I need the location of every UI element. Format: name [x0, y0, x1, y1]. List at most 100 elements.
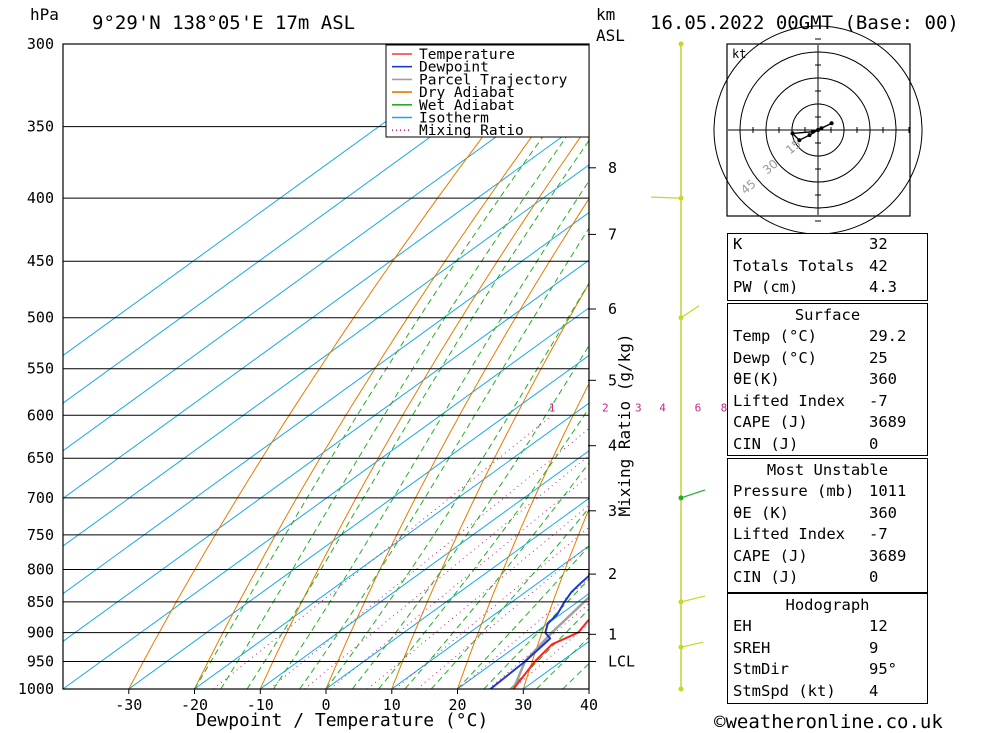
asl-label: ASL [596, 26, 625, 45]
temperature-tick-label: 10 [383, 696, 401, 714]
index-label: Temp (°C) [733, 327, 817, 345]
index-label: Dewp (°C) [733, 348, 817, 367]
hodograph-point [807, 133, 812, 138]
most-unstable-box: Most Unstable Pressure (mb) 1011 θE (K) 360… [727, 458, 928, 593]
wind-barb [680, 595, 706, 603]
wet-adiabat-line [509, 608, 589, 689]
index-row: K 32 [728, 234, 927, 256]
index-row: EH 12 [728, 616, 927, 638]
isotherm-line [193, 402, 589, 689]
index-value: 360 [869, 370, 897, 388]
index-row: Pressure (mb) 1011 [728, 481, 927, 503]
index-row: θE (K) 360 [728, 503, 927, 525]
pressure-tick-label: 600 [27, 406, 54, 424]
index-label: θE (K) [733, 503, 789, 522]
dry-adiabat-line [128, 44, 554, 689]
index-label: PW (cm) [733, 278, 799, 296]
index-label: CIN (J) [733, 568, 799, 586]
index-value: -7 [869, 391, 888, 410]
parcel-trajectory-profile [512, 595, 589, 689]
index-label: Totals Totals [733, 256, 855, 275]
isotherm-line [63, 68, 589, 452]
pressure-tick-label: 350 [27, 118, 54, 136]
dry-adiabat-line [522, 507, 589, 689]
credit-text: ©weatheronline.co.uk [714, 711, 943, 733]
isotherm-line [390, 545, 589, 689]
pressure-tick-label: 1000 [18, 680, 54, 698]
index-row: PW (cm) 4.3 [728, 277, 927, 299]
general-indices-box: K 32 Totals Totals 42 PW (cm) 4.3 [727, 233, 928, 301]
date-title: 16.05.2022 00GMT (Base: 00) [650, 12, 959, 34]
index-value: 12 [869, 617, 888, 635]
index-label: Pressure (mb) [733, 482, 855, 500]
isotherm-line [127, 354, 589, 689]
index-row: CAPE (J) 3689 [728, 546, 927, 568]
index-value: 9 [869, 638, 879, 657]
index-label: StmDir [733, 660, 789, 678]
temperature-tick-label: -10 [247, 696, 274, 714]
pressure-tick-label: 850 [27, 593, 54, 611]
hpa-label: hPa [30, 5, 59, 24]
legend-item-label: Wet Adiabat [419, 98, 515, 114]
wind-barb [680, 489, 706, 499]
isotherm-line [63, 116, 589, 499]
hodograph-point [816, 128, 820, 132]
isotherm-line [63, 44, 560, 404]
isotherm-line [259, 450, 589, 689]
km-tick-label: 6 [608, 300, 617, 318]
dewpoint-profile [489, 574, 589, 689]
isotherm-line [325, 497, 589, 689]
legend-item-label: Dry Adiabat [419, 85, 515, 101]
isotherm-line [63, 164, 589, 547]
hodograph-indices-box: Hodograph EH 12 SREH 9 StmDir 95° StmSpd (kt) 4 [727, 593, 928, 704]
wind-level-dot [678, 41, 684, 47]
dry-adiabat-line [984, 44, 1000, 689]
wet-adiabat-line [194, 72, 589, 689]
plot-frame [62, 43, 590, 690]
wet-adiabat-line [246, 139, 589, 689]
index-label: Lifted Index [733, 391, 845, 410]
surface-box: Surface Temp (°C) 29.2 Dewp (°C) 25 θE(K) 360… [727, 303, 928, 456]
dry-adiabat-line [918, 44, 1000, 689]
pressure-tick-label: 700 [27, 489, 54, 507]
mixing-ratio-label: 8 [721, 401, 728, 414]
hodograph-point [810, 129, 815, 134]
hodograph-title: Hodograph [785, 596, 870, 614]
mixing-ratio-label: 1 [549, 401, 556, 414]
index-row: Totals Totals 42 [728, 256, 927, 278]
index-row: θE(K) 360 [728, 369, 927, 391]
index-row: StmDir 95° [728, 659, 927, 681]
legend-item-label: Mixing Ratio [419, 123, 524, 139]
index-value: 25 [869, 348, 888, 367]
km-tick-label: 5 [608, 371, 617, 389]
index-row: Temp (°C) 29.2 [728, 326, 927, 348]
mixing-ratio-line [367, 504, 589, 689]
index-value: 3689 [869, 546, 907, 565]
index-value: 4 [869, 681, 879, 700]
km-tick-label: 7 [608, 225, 617, 243]
index-label: EH [733, 617, 752, 635]
index-row: StmSpd (kt) 4 [728, 681, 927, 703]
index-label: θE(K) [733, 370, 780, 388]
location-title: 9°29'N 138°05'E 17m ASL [92, 12, 355, 34]
isotherm-line [63, 259, 589, 642]
index-value: 95° [869, 660, 897, 678]
pressure-tick-label: 800 [27, 561, 54, 579]
pressure-tick-label: 650 [27, 449, 54, 467]
km-tick-label: 4 [608, 437, 617, 455]
index-value: 3689 [869, 413, 907, 431]
index-label: Lifted Index [733, 525, 845, 543]
temperature-tick-label: 30 [514, 696, 532, 714]
legend-item-label: Temperature [419, 47, 515, 63]
wind-barb [680, 305, 700, 319]
index-row: Lifted Index -7 [728, 391, 927, 413]
pressure-tick-label: 500 [27, 309, 54, 327]
index-label: K [733, 235, 743, 253]
wet-adiabat-line [325, 282, 589, 689]
legend-item-label: Dewpoint [419, 60, 489, 76]
axis-labels: 3003504004505005506006507007508008509009… [18, 35, 598, 714]
temperature-tick-label: 0 [321, 696, 330, 714]
hodograph-point [790, 131, 795, 136]
hodograph-point [829, 121, 834, 126]
legend-box [385, 44, 590, 138]
